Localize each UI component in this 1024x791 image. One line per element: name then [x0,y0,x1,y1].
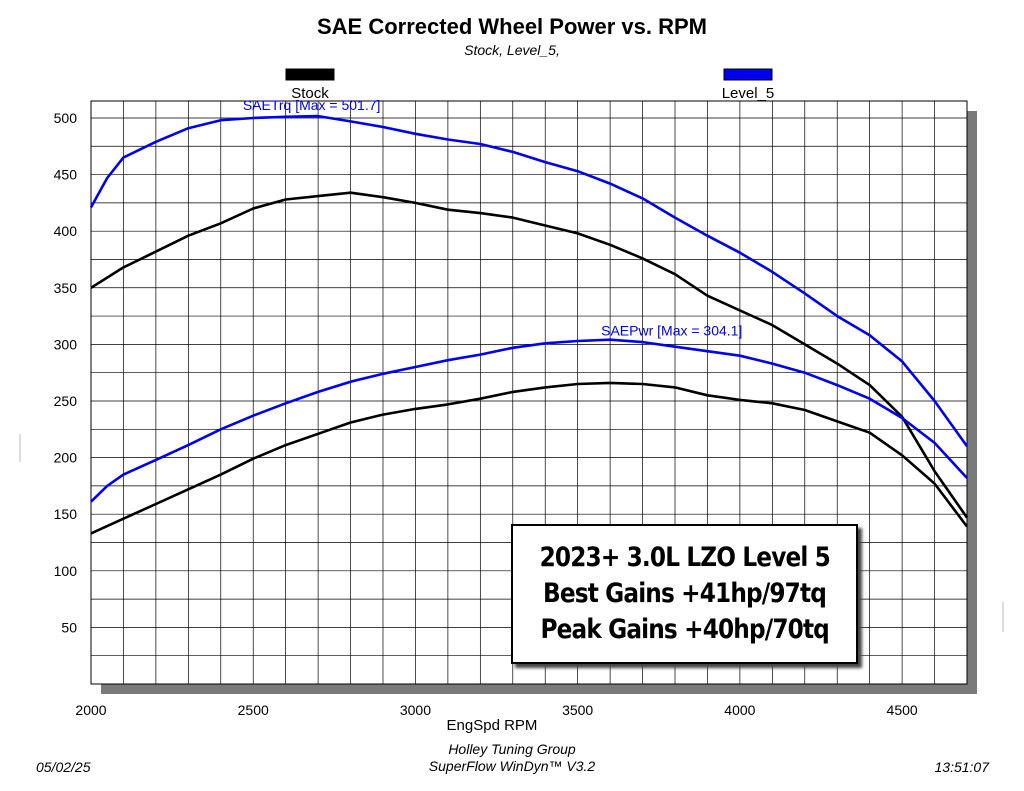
annotation-box: 2023+ 3.0L LZO Level 5 Best Gains +41hp/… [511,524,858,664]
legend-label: Level_5 [722,85,775,102]
series-line [90,338,968,503]
footer-date: 05/02/25 [36,759,91,775]
footer-company: Holley Tuning Group [448,741,576,757]
annotation-line-1: 2023+ 3.0L LZO Level 5 [539,542,830,573]
y-tick-label: 400 [54,223,78,239]
annotation-line-3: Peak Gains +40hp/70tq [540,614,829,645]
annotation-line-2: Best Gains +41hp/97tq [543,578,827,609]
legend-label: Stock [291,85,329,102]
series-line [90,191,969,519]
pwr-max-label: SAEPwr [Max = 304.1] [601,322,742,338]
y-tick-label: 350 [54,280,78,296]
x-tick-label: 3000 [400,702,431,718]
x-tick-label: 4000 [724,702,755,718]
y-tick-label: 50 [61,619,77,635]
chart-title: SAE Corrected Wheel Power vs. RPM [317,14,707,39]
y-tick-label: 200 [54,450,78,466]
x-tick-label: 3500 [562,702,593,718]
series-line [89,114,969,448]
x-axis-label: EngSpd RPM [447,717,538,734]
plot-border [90,100,968,685]
y-tick-label: 100 [54,563,78,579]
legend-swatch [285,68,335,81]
y-tick-label: 450 [54,167,78,183]
trq-max-label: SAETrq [Max = 501.7] [243,97,381,113]
x-tick-label: 2500 [238,702,269,718]
y-tick-label: 250 [54,393,78,409]
footer-time: 13:51:07 [934,759,990,775]
series-line [90,381,969,535]
y-tick-label: 500 [54,110,78,126]
footer-software: SuperFlow WinDyn™ V3.2 [428,758,596,774]
x-tick-label: 2000 [75,702,106,718]
y-tick-label: 150 [54,506,78,522]
x-tick-label: 4500 [887,702,918,718]
y-tick-label: 300 [54,336,78,352]
legend-swatch [723,68,773,81]
chart-subtitle: Stock, Level_5, [464,42,560,58]
